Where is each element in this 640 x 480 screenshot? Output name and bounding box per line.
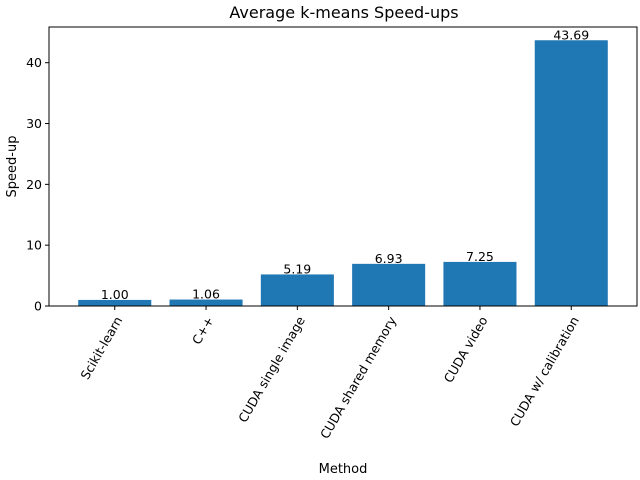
y-tick-label-4: 40 — [26, 55, 42, 70]
data-label-5: 43.69 — [553, 27, 589, 42]
x-axis: Scikit-learn C++ CUDA single image CUDA sha… — [77, 306, 582, 441]
bar-0 — [78, 299, 152, 306]
y-tick-label-1: 10 — [26, 238, 42, 253]
data-label-0: 1.00 — [101, 287, 129, 302]
x-tick-label-4: CUDA video — [441, 314, 491, 386]
bar-1 — [169, 299, 243, 306]
data-label-1: 1.06 — [192, 287, 220, 302]
bars-group — [78, 40, 608, 307]
x-axis-label: Method — [319, 462, 368, 477]
data-label-4: 7.25 — [466, 249, 494, 264]
data-label-2: 5.19 — [283, 261, 311, 276]
chart-title: Average k-means Speed-ups — [229, 3, 458, 22]
x-tick-label-2: CUDA single image — [235, 313, 308, 424]
x-tick-label-1: C++ — [189, 314, 217, 347]
x-tick-label-3: CUDA shared memory — [317, 313, 400, 441]
x-tick-label-5: CUDA w/ calibration — [507, 314, 582, 429]
y-tick-label-0: 0 — [34, 299, 42, 314]
bar-2 — [260, 274, 334, 306]
y-axis-label: Speed-up — [5, 136, 20, 198]
data-label-3: 6.93 — [375, 251, 403, 266]
y-tick-label-2: 20 — [26, 177, 42, 192]
x-tick-label-0: Scikit-learn — [77, 314, 125, 382]
bar-5 — [534, 40, 608, 307]
plot-frame — [48, 26, 638, 307]
bar-4 — [443, 261, 517, 306]
y-tick-label-3: 30 — [26, 116, 42, 131]
y-axis: 0 10 20 30 40 — [26, 55, 49, 314]
bar-3 — [352, 263, 426, 306]
data-labels-group: 1.00 1.06 5.19 6.93 7.25 43.69 — [101, 27, 589, 302]
